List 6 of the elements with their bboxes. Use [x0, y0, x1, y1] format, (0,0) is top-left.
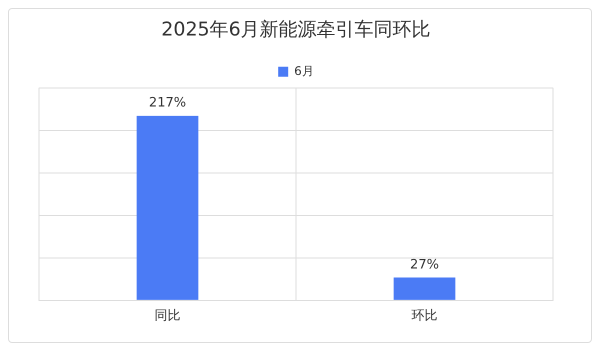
chart-title: 2025年6月新能源牵引车同环比 — [161, 18, 431, 40]
x-tick-label: 环比 — [412, 308, 438, 324]
data-label: 27% — [410, 257, 439, 272]
legend-label: 6月 — [294, 64, 314, 78]
data-label: 217% — [148, 96, 186, 111]
x-tick-label: 同比 — [154, 308, 180, 324]
